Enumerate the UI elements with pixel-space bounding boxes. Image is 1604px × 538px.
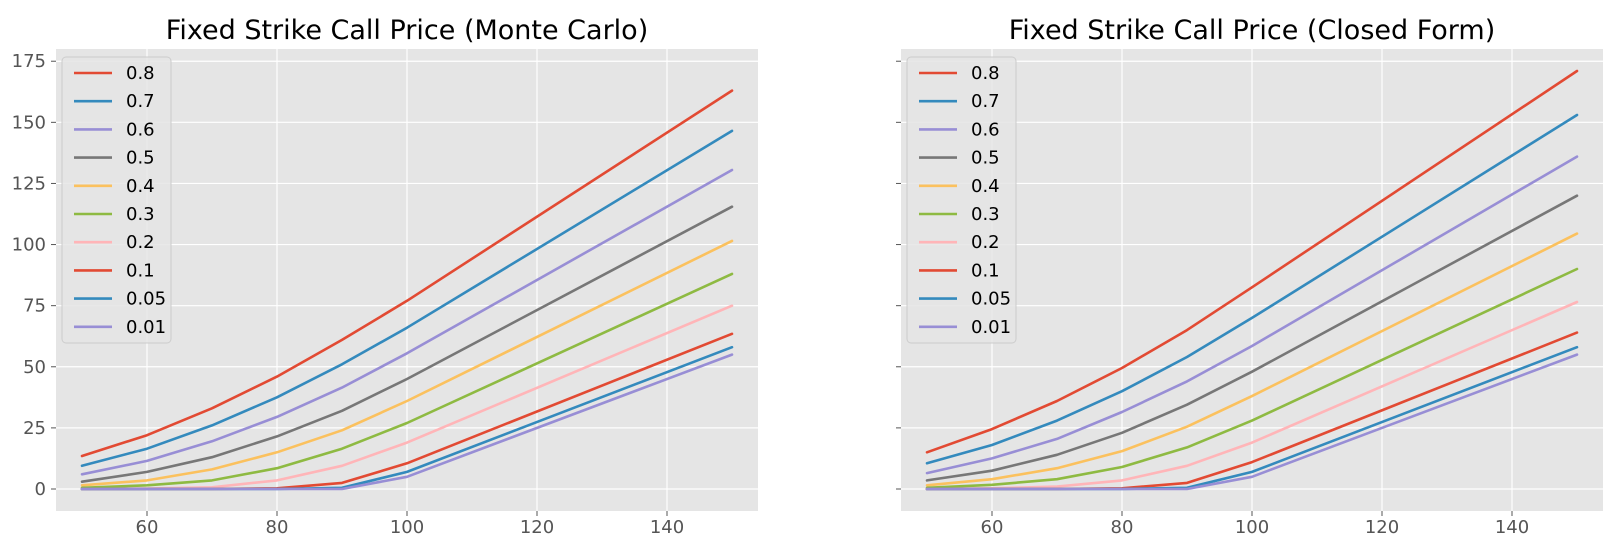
y-tick-label: 150 (12, 112, 46, 133)
legend-label: 0.6 (126, 119, 155, 140)
legend-label: 0.01 (126, 317, 166, 338)
y-tick-label: 175 (12, 51, 46, 72)
legend-label: 0.2 (126, 232, 155, 253)
legend-label: 0.3 (126, 204, 155, 225)
legend-label: 0.6 (971, 119, 1000, 140)
chart-monte-carlo: Fixed Strike Call Price (Monte Carlo) 60… (12, 15, 758, 538)
legend-label: 0.5 (971, 148, 1000, 169)
legend-label: 0.1 (126, 260, 155, 281)
legend-label: 0.05 (126, 289, 166, 310)
x-tick-label: 80 (1111, 517, 1134, 538)
legend: 0.8 0.7 0.6 0.5 0.4 0.3 0.2 0.1 0.05 0.01 (61, 56, 172, 344)
series-line-0-6 (925, 155, 1579, 475)
legend-label: 0.3 (971, 204, 1000, 225)
series-line-0-3 (925, 267, 1579, 490)
legend-label: 0.01 (971, 317, 1011, 338)
x-tick-label: 60 (136, 517, 159, 538)
x-tick-label: 100 (1235, 517, 1269, 538)
legend-label: 0.8 (126, 63, 155, 84)
series-line-0-01 (80, 353, 734, 491)
series-line-0-7 (80, 129, 734, 468)
legend-label: 0.5 (126, 148, 155, 169)
legend-label: 0.4 (971, 176, 1000, 197)
legend-label: 0.2 (971, 232, 1000, 253)
series-line-0-4 (925, 232, 1579, 487)
x-tick-label: 140 (650, 517, 684, 538)
y-tick-label: 25 (23, 418, 46, 439)
chart-closed-form: Fixed Strike Call Price (Closed Form) 60… (896, 15, 1603, 538)
legend-label: 0.7 (126, 91, 155, 112)
x-tick-label: 120 (1365, 517, 1399, 538)
chart-title: Fixed Strike Call Price (Closed Form) (1009, 15, 1496, 46)
series-line-0-8 (925, 69, 1579, 454)
series-line-0-8 (80, 89, 734, 458)
series-line-0-6 (80, 168, 734, 476)
x-tick-label: 80 (266, 517, 289, 538)
legend: 0.8 0.7 0.6 0.5 0.4 0.3 0.2 0.1 0.05 0.01 (906, 56, 1017, 344)
chart-title: Fixed Strike Call Price (Monte Carlo) (166, 15, 648, 46)
y-tick-label: 125 (12, 173, 46, 194)
x-tick-label: 120 (520, 517, 554, 538)
x-tick-label: 100 (390, 517, 424, 538)
legend-label: 0.05 (971, 289, 1011, 310)
series-line-0-01 (925, 353, 1579, 491)
x-tick-label: 140 (1495, 517, 1529, 538)
y-tick-label: 100 (12, 235, 46, 256)
legend-label: 0.4 (126, 176, 155, 197)
y-tick-label: 50 (23, 357, 46, 378)
series-line-0-3 (80, 272, 734, 490)
series-line-0-5 (80, 205, 734, 484)
y-tick-label: 75 (23, 296, 46, 317)
y-tick-label: 0 (35, 479, 46, 500)
legend-label: 0.1 (971, 260, 1000, 281)
legend-label: 0.8 (971, 63, 1000, 84)
series-line-0-5 (925, 194, 1579, 482)
series-line-0-7 (925, 113, 1579, 465)
series-line-0-4 (80, 239, 734, 487)
x-tick-label: 60 (981, 517, 1004, 538)
legend-label: 0.7 (971, 91, 1000, 112)
